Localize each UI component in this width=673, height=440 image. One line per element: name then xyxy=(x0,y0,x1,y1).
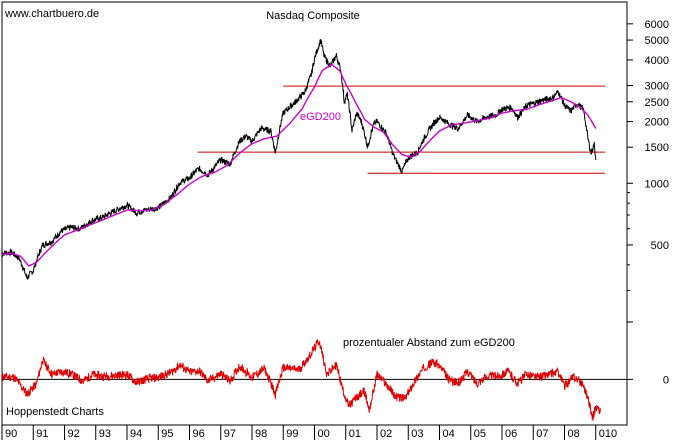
series-line-egd200 xyxy=(1,63,597,267)
lower-panel-label: prozentualer Abstand zum eGD200 xyxy=(343,337,515,349)
x-tick-label: 06 xyxy=(505,428,517,440)
series-line-abstand xyxy=(1,339,601,421)
y-tick-label-lower: 0 xyxy=(663,374,669,386)
x-tick-label: 95 xyxy=(161,428,173,440)
footer-label: Hoppenstedt Charts xyxy=(6,406,104,418)
y-axis-ticks: 500 1000 1500 2000 2500 3000 4000 5000 6000 0 xyxy=(627,19,669,386)
x-tick-label: 00 xyxy=(318,428,330,440)
y-tick-label: 1000 xyxy=(645,178,669,190)
x-tick-label: 01 xyxy=(349,428,361,440)
y-tick-label: 1500 xyxy=(645,142,669,154)
x-tick-label: 02 xyxy=(380,428,392,440)
source-label: www.chartbuero.de xyxy=(4,8,99,20)
x-tick-label: 99 xyxy=(286,428,298,440)
egd200-label: eGD200 xyxy=(300,111,341,123)
x-tick-label: 05 xyxy=(474,428,486,440)
chart-title: Nasdaq Composite xyxy=(266,10,360,22)
x-tick-label: 98 xyxy=(255,428,267,440)
series-line-nasdaq xyxy=(1,38,597,280)
x-tick-label: 91 xyxy=(36,428,48,440)
x-tick-label: 90 xyxy=(5,428,17,440)
lower-panel-series xyxy=(1,339,627,421)
x-tick-label: 04 xyxy=(443,428,455,440)
y-tick-label: 500 xyxy=(651,240,669,252)
x-tick-label: 08 xyxy=(568,428,580,440)
x-tick-label: 96 xyxy=(193,428,205,440)
x-tick-label: 93 xyxy=(99,428,111,440)
y-tick-label: 2000 xyxy=(645,117,669,129)
y-tick-label: 6000 xyxy=(645,19,669,31)
x-axis-ticks: 90 91 92 93 94 95 96 97 98 99 00 01 02 03 04 05 06 07 08 01… xyxy=(1,425,617,440)
y-tick-label: 3000 xyxy=(645,81,669,93)
upper-panel-series xyxy=(1,38,597,280)
y-tick-label: 4000 xyxy=(645,55,669,67)
upper-panel-lines xyxy=(197,85,606,174)
plot-border xyxy=(1,1,628,426)
chart-frame xyxy=(1,1,628,426)
x-tick-label: 010 xyxy=(599,428,617,440)
x-tick-label: 92 xyxy=(68,428,80,440)
x-tick-label: 97 xyxy=(224,428,236,440)
x-tick-label: 07 xyxy=(536,428,548,440)
x-tick-label: 03 xyxy=(411,428,423,440)
x-tick-label: 94 xyxy=(130,428,142,440)
y-tick-label: 2500 xyxy=(645,97,669,109)
y-tick-label: 5000 xyxy=(645,35,669,47)
